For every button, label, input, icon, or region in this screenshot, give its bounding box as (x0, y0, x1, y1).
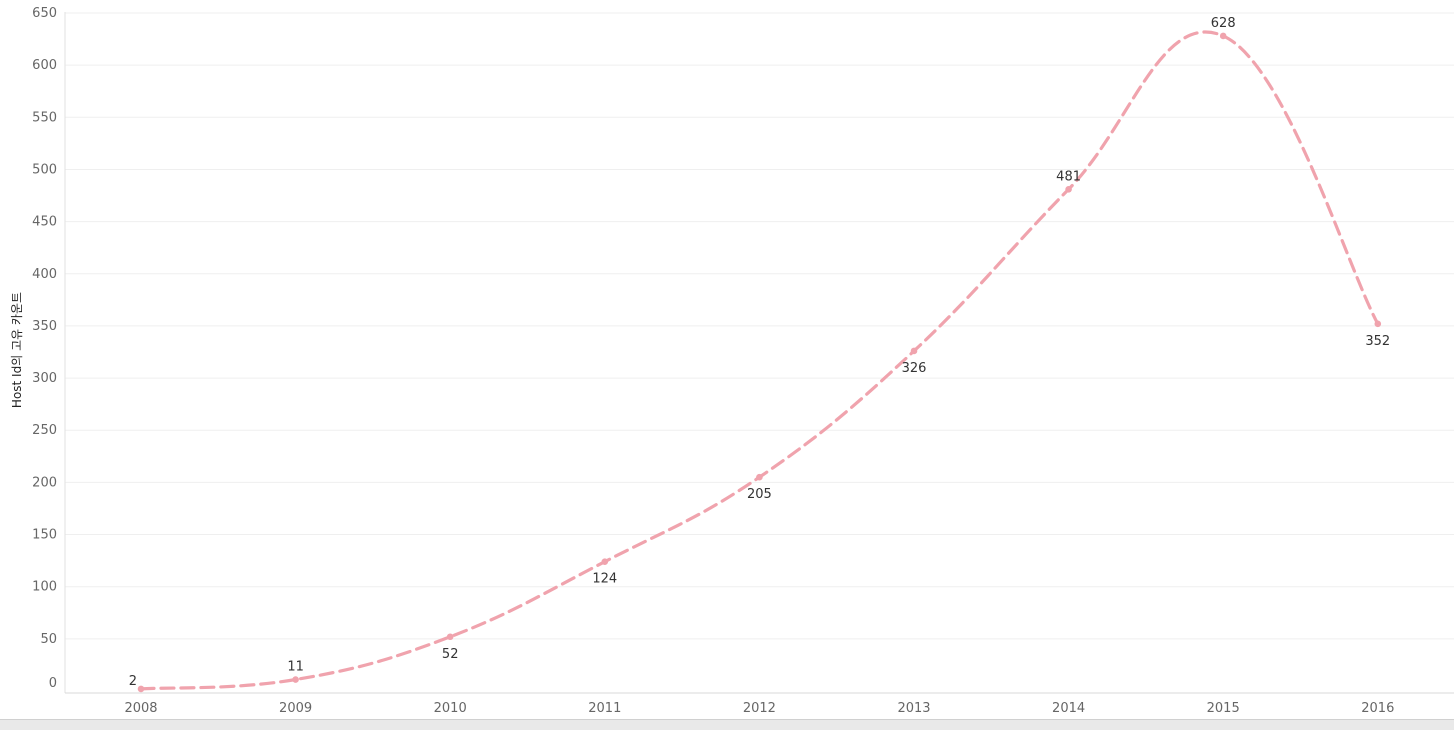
x-tick-label: 2009 (279, 701, 312, 716)
y-tick-label: 350 (32, 319, 57, 334)
data-point (756, 473, 763, 481)
x-tick-label: 2012 (743, 701, 776, 716)
data-label: 2 (129, 674, 137, 689)
data-point (1219, 32, 1227, 40)
data-point (292, 676, 299, 683)
y-tick-label: 500 (32, 162, 57, 177)
x-tick-labels: 2008 2009 2010 2011 2012 2013 2014 2015 2016 (124, 701, 1394, 716)
y-tick-label: 400 (32, 267, 57, 282)
series-path (139, 30, 1380, 691)
x-tick-label: 2010 (434, 701, 467, 716)
data-label: 124 (592, 572, 617, 587)
data-label: 352 (1365, 334, 1390, 349)
data-label: 481 (1056, 169, 1081, 184)
y-axis-title: Host Id의 고유 카운트 (10, 292, 24, 408)
x-tick-label: 2011 (588, 701, 621, 716)
y-tick-label: 650 (32, 6, 57, 21)
y-tick-label: 150 (32, 528, 57, 543)
y-tick-label: 200 (32, 475, 57, 490)
y-tick-label: 50 (40, 632, 57, 647)
bottom-scrollbar-strip (0, 719, 1454, 730)
data-label: 205 (747, 487, 772, 502)
data-point (137, 685, 145, 693)
data-point (1065, 185, 1072, 193)
data-label: 52 (442, 647, 459, 662)
axes (64, 12, 1454, 694)
data-point (446, 633, 454, 641)
y-tick-label: 600 (32, 58, 57, 73)
data-points (137, 32, 1382, 693)
y-tick-label: 250 (32, 423, 57, 438)
x-tick-label: 2014 (1052, 701, 1085, 716)
y-tick-labels: 0 50 100 150 200 250 300 350 400 450 500 550 600 650 (32, 6, 57, 691)
data-point (910, 347, 918, 355)
data-label: 326 (902, 361, 927, 376)
data-label: 11 (287, 660, 304, 675)
x-tick-label: 2013 (897, 701, 930, 716)
x-tick-label: 2008 (124, 701, 157, 716)
y-tick-label: 550 (32, 110, 57, 125)
y-tick-label: 300 (32, 371, 57, 386)
data-label: 628 (1211, 16, 1236, 31)
y-tick-label: 450 (32, 215, 57, 230)
data-point (601, 558, 609, 565)
data-point (1374, 320, 1382, 328)
x-tick-label: 2016 (1361, 701, 1394, 716)
grid-lines (65, 12, 1454, 640)
data-labels: 2 11 52 124 205 326 481 628 352 (129, 16, 1390, 689)
series-line (139, 30, 1380, 691)
y-tick-label: 0 (49, 676, 57, 691)
x-tick-label: 2015 (1207, 701, 1240, 716)
y-tick-label: 100 (32, 580, 57, 595)
